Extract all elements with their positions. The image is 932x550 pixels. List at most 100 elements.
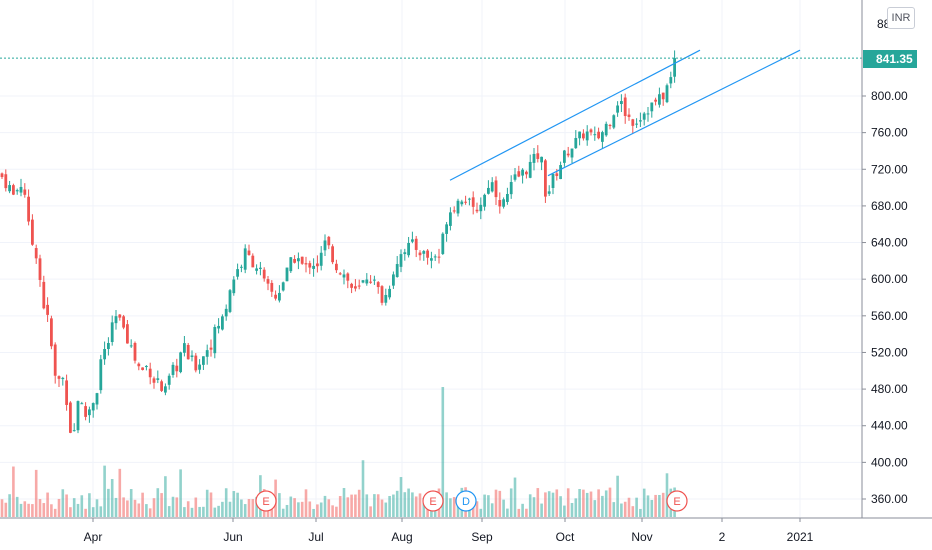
volume-bar	[479, 508, 483, 517]
volume-bar	[422, 497, 426, 517]
event-marker-label: E	[673, 496, 680, 508]
candle-body	[251, 255, 255, 268]
volume-bar	[392, 494, 395, 517]
candle-body	[361, 280, 365, 283]
volume-bar	[414, 496, 418, 517]
volume-bar	[456, 503, 460, 517]
volume-bar	[665, 473, 669, 517]
volume-bar	[346, 497, 350, 517]
price-tick-label: 600.00	[871, 272, 908, 286]
candle-body	[217, 325, 220, 329]
candle-body	[559, 165, 562, 180]
volume-bar	[338, 496, 342, 517]
volume-bar	[228, 501, 232, 517]
volume-bar	[661, 492, 665, 517]
volume-bar	[559, 496, 562, 517]
candle-body	[308, 263, 312, 268]
volume-bar	[145, 504, 148, 517]
candle-body	[418, 252, 422, 256]
candle-body	[574, 138, 578, 149]
candle-body	[460, 201, 464, 205]
candle-body	[490, 182, 494, 192]
volume-bar	[449, 498, 452, 517]
price-tick-label: 400.00	[871, 455, 908, 469]
volume-bar	[88, 493, 91, 517]
volume-bar	[247, 499, 251, 517]
volume-bar	[110, 479, 114, 517]
time-axis[interactable]: Apr Jun Jul Aug Sep Oct Nov 2 2021	[84, 518, 814, 544]
candle-body	[202, 356, 205, 365]
volume-bar	[12, 466, 15, 517]
candle-body	[338, 273, 342, 275]
volume-bar	[141, 492, 144, 517]
price-tick-label: 560.00	[871, 309, 908, 323]
volume-bar	[19, 503, 23, 517]
candle-body	[635, 123, 638, 125]
volume-bar	[251, 499, 255, 517]
volume-bar	[350, 494, 353, 517]
volume-bar	[179, 469, 182, 517]
candle-body	[53, 344, 57, 376]
price-tick-label: 720.00	[871, 162, 908, 176]
candle-body	[133, 342, 137, 361]
volume-bar	[278, 493, 281, 517]
volume-bar	[69, 507, 72, 517]
event-marker-circle	[255, 490, 277, 512]
volume-bar	[331, 505, 334, 517]
time-tick-label: Jun	[223, 530, 242, 544]
candle-body	[160, 381, 163, 391]
candle-body	[601, 132, 604, 142]
trendlines[interactable]	[449, 49, 801, 181]
candle-body	[50, 318, 53, 347]
candle-body	[593, 134, 597, 136]
candle-body	[642, 113, 646, 120]
candle-body	[65, 380, 68, 405]
price-candles	[0, 50, 676, 434]
volume-bar	[270, 506, 274, 517]
volume-bar	[285, 504, 289, 517]
volume-bar	[604, 490, 608, 517]
candle-body	[221, 316, 224, 330]
volume-bar	[471, 501, 475, 517]
volume-bar	[513, 477, 517, 517]
candle-body	[388, 288, 391, 298]
candle-body	[312, 265, 315, 269]
channel-trendline	[449, 49, 701, 181]
volume-bar	[623, 501, 627, 517]
volume-bar	[654, 494, 657, 517]
candle-body	[316, 263, 319, 267]
candle-body	[532, 153, 536, 163]
candle-body	[631, 119, 635, 126]
candle-body	[373, 279, 376, 281]
time-tick-label: Oct	[556, 530, 575, 544]
candle-body	[99, 359, 103, 391]
candle-body	[452, 210, 456, 212]
candle-body	[433, 256, 437, 258]
volume-bar	[335, 506, 338, 517]
volume-bar	[399, 477, 403, 517]
candle-body	[464, 201, 467, 203]
volume-bar	[107, 488, 110, 517]
volume-bar	[403, 492, 407, 517]
currency-badge[interactable]: INR	[887, 7, 915, 29]
candle-body	[107, 343, 110, 350]
price-axis[interactable]: 360.00 400.00 440.00 480.00 520.00 560.00 600.…	[862, 89, 908, 506]
candle-body	[186, 344, 190, 360]
volume-bar	[342, 488, 346, 517]
candle-body	[61, 377, 65, 380]
volume-bar	[487, 495, 490, 517]
volume-bar	[620, 503, 623, 517]
candle-body	[323, 240, 327, 251]
candle-body	[259, 267, 262, 269]
last-price-tag: 841.35	[863, 50, 917, 68]
volume-bar	[31, 504, 34, 517]
candle-body	[597, 131, 600, 139]
candle-body	[243, 248, 247, 270]
volume-bar	[536, 488, 540, 517]
candle-body	[19, 186, 23, 193]
candle-body	[171, 364, 175, 375]
candle-body	[407, 243, 410, 256]
candle-body	[8, 185, 11, 192]
